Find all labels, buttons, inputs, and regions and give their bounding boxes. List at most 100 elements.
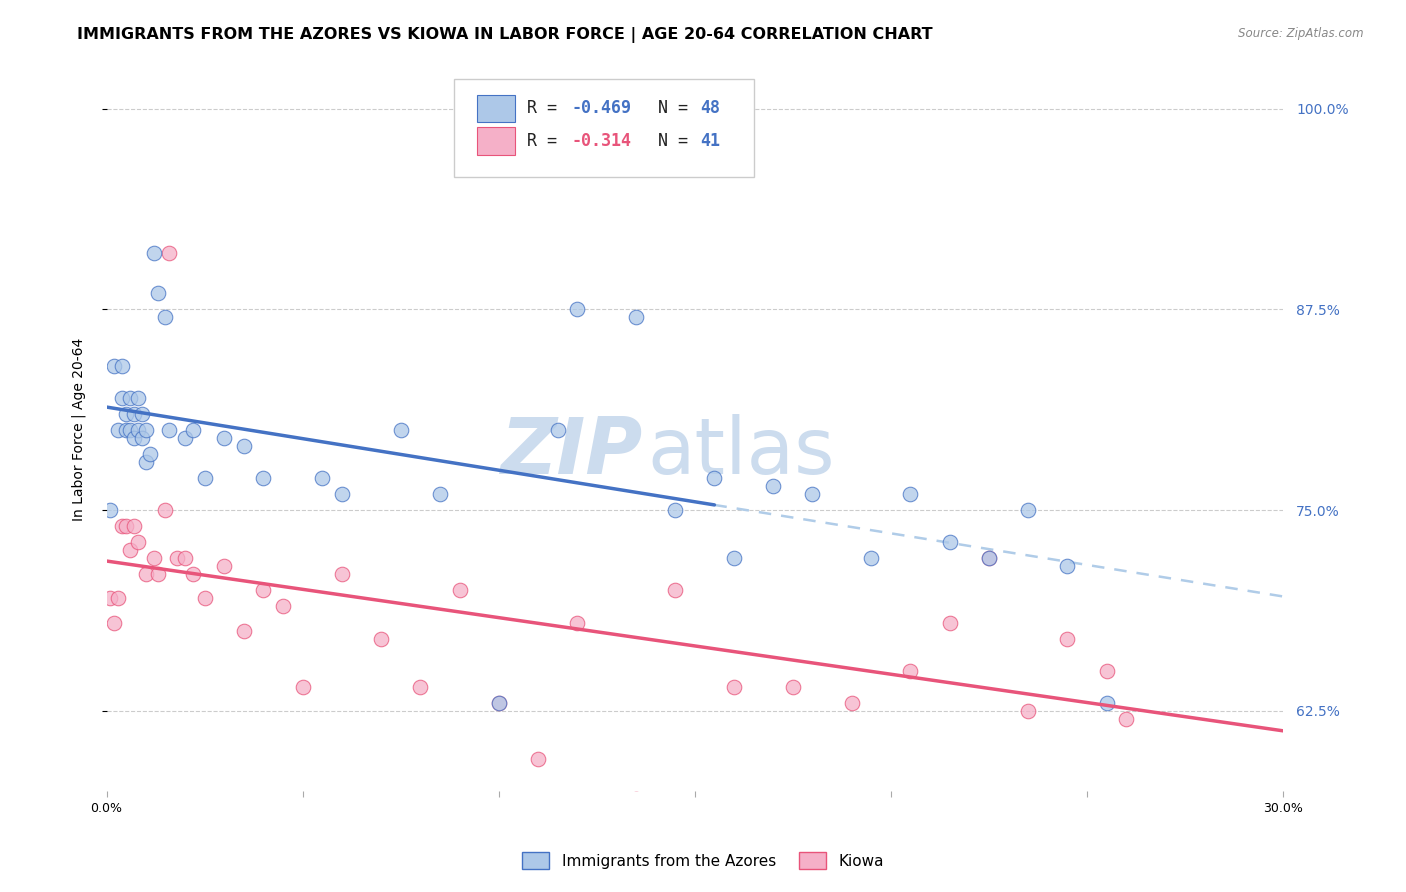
- Point: [194, 591, 217, 606]
- Point: [122, 519, 145, 533]
- Point: [449, 583, 471, 598]
- Point: [1115, 712, 1137, 726]
- Point: [135, 567, 157, 582]
- Point: [111, 391, 134, 405]
- Text: ZIP: ZIP: [499, 414, 643, 490]
- Point: [103, 359, 125, 373]
- Point: [131, 431, 153, 445]
- Point: [938, 535, 960, 549]
- Point: [723, 551, 745, 566]
- Point: [565, 302, 588, 317]
- Point: [127, 391, 149, 405]
- FancyBboxPatch shape: [477, 95, 515, 122]
- Point: [271, 599, 294, 614]
- Point: [232, 439, 254, 453]
- Point: [488, 696, 510, 710]
- Point: [900, 487, 922, 501]
- Point: [723, 680, 745, 694]
- Point: [565, 615, 588, 630]
- Point: [1056, 632, 1078, 646]
- Point: [389, 423, 412, 437]
- Point: [860, 551, 883, 566]
- Point: [977, 551, 1000, 566]
- Point: [232, 624, 254, 638]
- Point: [146, 286, 169, 301]
- Text: N =: N =: [638, 132, 699, 150]
- Text: 41: 41: [700, 132, 721, 150]
- Point: [212, 431, 235, 445]
- Point: [100, 591, 122, 606]
- Point: [103, 615, 125, 630]
- Point: [624, 792, 647, 806]
- Point: [122, 431, 145, 445]
- Point: [174, 431, 197, 445]
- Point: [703, 471, 725, 485]
- Point: [429, 487, 451, 501]
- Point: [330, 567, 353, 582]
- Point: [174, 551, 197, 566]
- Point: [157, 423, 180, 437]
- Point: [107, 591, 129, 606]
- FancyBboxPatch shape: [477, 127, 515, 154]
- Text: R =: R =: [527, 132, 567, 150]
- Text: 48: 48: [700, 99, 721, 117]
- Point: [900, 664, 922, 678]
- Text: R =: R =: [527, 99, 567, 117]
- Text: IMMIGRANTS FROM THE AZORES VS KIOWA IN LABOR FORCE | AGE 20-64 CORRELATION CHART: IMMIGRANTS FROM THE AZORES VS KIOWA IN L…: [77, 27, 934, 43]
- Point: [181, 423, 204, 437]
- Point: [938, 615, 960, 630]
- Point: [409, 680, 432, 694]
- Point: [212, 559, 235, 574]
- Point: [111, 519, 134, 533]
- Point: [1056, 559, 1078, 574]
- Point: [138, 447, 160, 461]
- Point: [115, 423, 138, 437]
- Point: [330, 487, 353, 501]
- Point: [146, 567, 169, 582]
- Point: [120, 423, 142, 437]
- Point: [181, 567, 204, 582]
- Point: [782, 680, 804, 694]
- Legend: Immigrants from the Azores, Kiowa: Immigrants from the Azores, Kiowa: [516, 846, 890, 875]
- Point: [664, 583, 686, 598]
- Point: [120, 391, 142, 405]
- Point: [547, 423, 569, 437]
- Point: [122, 407, 145, 421]
- Point: [142, 246, 165, 260]
- Point: [1017, 704, 1039, 718]
- Point: [194, 471, 217, 485]
- Point: [111, 359, 134, 373]
- Point: [131, 407, 153, 421]
- FancyBboxPatch shape: [454, 79, 754, 177]
- Point: [527, 752, 550, 766]
- Text: N =: N =: [638, 99, 699, 117]
- Text: Source: ZipAtlas.com: Source: ZipAtlas.com: [1239, 27, 1364, 40]
- Text: atlas: atlas: [648, 414, 835, 490]
- Point: [1095, 696, 1118, 710]
- Point: [127, 423, 149, 437]
- Point: [135, 455, 157, 469]
- Point: [1017, 503, 1039, 517]
- Point: [977, 551, 1000, 566]
- Point: [252, 583, 274, 598]
- Point: [115, 519, 138, 533]
- Point: [135, 423, 157, 437]
- Point: [762, 479, 785, 493]
- Point: [100, 503, 122, 517]
- Point: [120, 543, 142, 558]
- Point: [624, 310, 647, 325]
- Point: [370, 632, 392, 646]
- Point: [311, 471, 333, 485]
- Point: [155, 310, 177, 325]
- Text: -0.314: -0.314: [571, 132, 631, 150]
- Point: [841, 696, 863, 710]
- Point: [115, 407, 138, 421]
- Point: [155, 503, 177, 517]
- Point: [107, 423, 129, 437]
- Point: [157, 246, 180, 260]
- Point: [488, 696, 510, 710]
- Point: [664, 503, 686, 517]
- Y-axis label: In Labor Force | Age 20-64: In Labor Force | Age 20-64: [72, 338, 86, 522]
- Text: -0.469: -0.469: [571, 99, 631, 117]
- Point: [1095, 664, 1118, 678]
